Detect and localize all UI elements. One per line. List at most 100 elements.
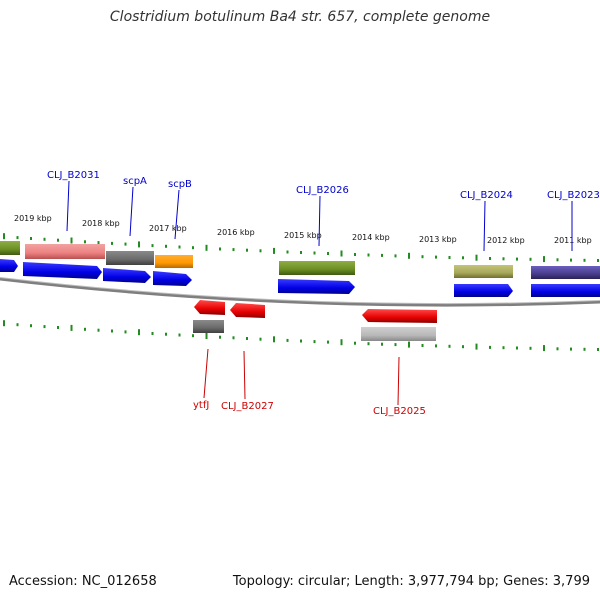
cds-arrow-reverse[interactable] <box>230 303 265 318</box>
major-tick <box>3 233 5 240</box>
minor-tick <box>178 245 181 249</box>
accession-text: Accession: NC_012658 <box>9 574 157 589</box>
minor-tick <box>556 347 559 351</box>
major-tick <box>138 329 140 336</box>
ruler-label: 2015 kbp <box>284 231 322 240</box>
minor-tick <box>43 237 46 241</box>
minor-tick <box>583 258 586 262</box>
feature-bar[interactable] <box>454 265 513 278</box>
genome-backbone-highlight <box>0 277 600 305</box>
feature-bar[interactable] <box>155 255 193 268</box>
minor-tick <box>354 341 356 345</box>
minor-tick <box>16 323 19 327</box>
major-tick <box>138 241 140 248</box>
minor-tick <box>300 339 302 343</box>
feature-bar[interactable] <box>361 327 436 341</box>
ruler-label: 2017 kbp <box>149 224 187 233</box>
minor-tick <box>313 340 316 344</box>
minor-tick <box>151 332 154 335</box>
minor-tick <box>583 347 586 351</box>
minor-tick <box>286 250 289 254</box>
major-tick <box>273 336 275 343</box>
minor-tick <box>219 247 221 251</box>
inner-tick-marks <box>3 320 599 352</box>
feature-bar[interactable] <box>0 241 20 255</box>
feature-bar[interactable] <box>193 320 224 333</box>
minor-tick <box>286 338 289 342</box>
reverse-cog-track <box>193 320 436 341</box>
minor-tick <box>448 344 451 348</box>
cds-arrow-forward[interactable] <box>278 279 355 294</box>
major-tick <box>205 333 208 339</box>
gene-label-CLJ_B2024[interactable]: CLJ_B2024 <box>460 190 513 201</box>
feature-bar[interactable] <box>531 266 600 279</box>
ruler-label: 2018 kbp <box>82 219 120 228</box>
ruler-label: 2014 kbp <box>352 233 390 242</box>
feature-bar[interactable] <box>106 251 154 265</box>
gene-label-CLJ_B2023[interactable]: CLJ_B2023 <box>547 190 600 201</box>
major-tick <box>340 339 343 346</box>
minor-tick <box>165 332 167 336</box>
minor-tick <box>259 337 262 341</box>
major-tick <box>543 345 545 352</box>
major-tick <box>475 343 478 350</box>
major-tick <box>340 250 343 257</box>
gene-label-CLJ_B2026[interactable]: CLJ_B2026 <box>296 185 349 196</box>
gene-label-scpB[interactable]: scpB <box>168 179 192 190</box>
ruler-label: 2013 kbp <box>419 235 457 244</box>
gene-label-CLJ_B2027[interactable]: CLJ_B2027 <box>221 401 274 412</box>
cds-arrow-forward[interactable] <box>153 271 192 286</box>
cds-arrow-reverse[interactable] <box>194 300 225 315</box>
cds-arrow-forward[interactable] <box>454 284 513 297</box>
minor-tick <box>111 241 113 245</box>
minor-tick <box>462 256 464 260</box>
minor-tick <box>30 324 32 328</box>
minor-tick <box>259 249 262 253</box>
minor-tick <box>327 252 329 255</box>
gene-label-CLJ_B2031[interactable]: CLJ_B2031 <box>47 170 100 181</box>
minor-tick <box>124 330 127 334</box>
cds-arrow-forward[interactable] <box>0 259 18 272</box>
minor-tick <box>192 246 194 250</box>
forward-callouts <box>66 180 573 252</box>
minor-tick <box>421 344 424 347</box>
forward-cog-track <box>0 241 600 279</box>
minor-tick <box>556 258 559 262</box>
minor-tick <box>597 259 599 262</box>
minor-tick <box>313 251 316 255</box>
feature-bar[interactable] <box>279 261 355 275</box>
gene-label-ytfJ[interactable]: ytfJ <box>193 400 209 411</box>
ruler-label: 2016 kbp <box>217 228 255 237</box>
cds-arrow-forward[interactable] <box>23 262 102 279</box>
reverse-callouts <box>203 348 400 406</box>
minor-tick <box>43 325 46 329</box>
minor-tick <box>367 253 370 257</box>
gene-label-scpA[interactable]: scpA <box>123 176 147 187</box>
cds-arrow-forward[interactable] <box>103 268 151 283</box>
minor-tick <box>435 255 437 259</box>
minor-tick <box>246 337 248 340</box>
cds-arrow-reverse[interactable] <box>362 309 437 323</box>
minor-tick <box>84 327 86 331</box>
forward-cds-track <box>0 259 600 297</box>
minor-tick <box>502 346 505 350</box>
ruler-label: 2012 kbp <box>487 236 525 245</box>
gene-label-CLJ_B2025[interactable]: CLJ_B2025 <box>373 406 426 417</box>
feature-bar[interactable] <box>25 244 105 259</box>
minor-tick <box>570 258 572 262</box>
minor-tick <box>219 335 221 339</box>
minor-tick <box>394 254 397 258</box>
minor-tick <box>178 333 181 337</box>
minor-tick <box>246 248 248 252</box>
major-tick <box>543 256 545 263</box>
major-tick <box>408 341 410 348</box>
minor-tick <box>124 242 127 246</box>
minor-tick <box>489 257 491 260</box>
minor-tick <box>421 255 424 259</box>
minor-tick <box>529 346 532 350</box>
minor-tick <box>448 256 451 259</box>
major-tick <box>273 247 275 254</box>
minor-tick <box>16 236 19 240</box>
minor-tick <box>394 343 397 347</box>
cds-arrow-forward[interactable] <box>531 284 600 297</box>
